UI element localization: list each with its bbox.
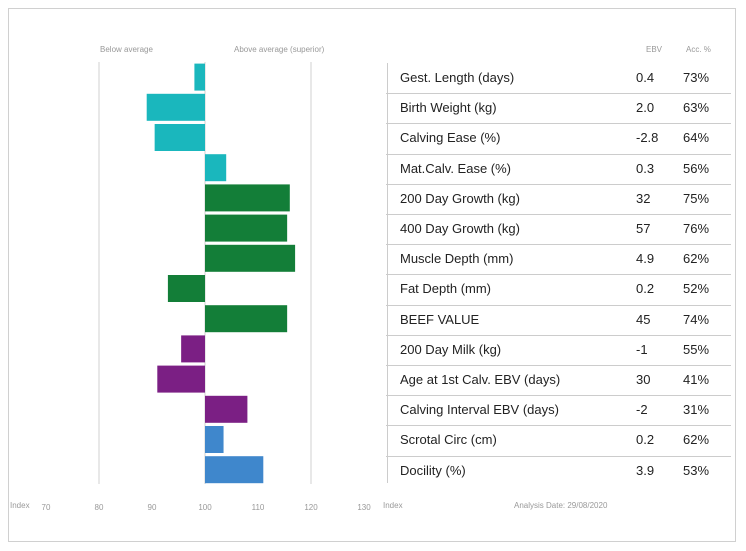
tick-label-100: 100	[198, 503, 212, 512]
tick-labels: 70 80 90 100 110 120 130	[42, 503, 372, 512]
trait-ebv: 0.4	[636, 70, 655, 85]
trait-ebv: -2	[636, 402, 648, 418]
row-separator	[386, 334, 731, 336]
trait-label: 200 Day Milk (kg)	[400, 341, 502, 357]
row-separator	[386, 274, 731, 276]
bar-10	[157, 365, 205, 393]
row-separator	[386, 304, 731, 306]
trait-accuracy: 63%	[683, 100, 710, 116]
row-separator	[386, 244, 731, 246]
bar-0	[194, 63, 205, 91]
chart-frame	[8, 8, 736, 542]
trait-ebv: 4.9	[636, 251, 655, 267]
trait-accuracy: 73%	[683, 70, 710, 85]
trait-accuracy: 56%	[683, 160, 710, 176]
row-separator	[386, 153, 731, 155]
row-separator	[386, 93, 731, 95]
header-ebv: EBV	[646, 45, 663, 54]
trait-label: Scrotal Circ (cm)	[400, 432, 497, 448]
bar-6	[205, 244, 296, 272]
trait-label: Gest. Length (days)	[400, 70, 515, 85]
trait-label: BEEF VALUE	[400, 311, 480, 327]
trait-accuracy: 52%	[683, 281, 710, 297]
axis-label-left: Index	[10, 501, 30, 510]
tick-label-130: 130	[357, 503, 371, 512]
bar-5	[205, 214, 288, 242]
trait-ebv: 32	[636, 190, 651, 206]
trait-accuracy: 75%	[683, 190, 710, 206]
trait-ebv: 0.2	[636, 281, 655, 297]
bar-1	[146, 93, 205, 121]
trait-accuracy: 31%	[683, 402, 710, 418]
bar-2	[154, 124, 205, 151]
trait-accuracy: 76%	[683, 221, 710, 236]
trait-label: Calving Ease (%)	[400, 130, 501, 146]
row-separator	[386, 455, 731, 457]
row-separator	[386, 425, 731, 427]
bar-4	[205, 184, 290, 212]
trait-accuracy: 62%	[683, 432, 710, 448]
row-separator	[386, 183, 731, 185]
trait-label: 200 Day Growth (kg)	[400, 190, 520, 206]
bar-13	[205, 456, 264, 484]
bar-12	[205, 426, 224, 453]
trait-ebv: 45	[636, 311, 651, 327]
trait-ebv: 57	[636, 221, 651, 236]
trait-accuracy: 53%	[683, 462, 710, 478]
trait-ebv: 30	[636, 372, 651, 387]
trait-label: Docility (%)	[400, 462, 466, 478]
bar-8	[205, 305, 288, 333]
trait-accuracy: 55%	[683, 341, 710, 357]
tick-label-90: 90	[148, 503, 157, 512]
trait-ebv: 0.2	[636, 432, 655, 448]
header-acc: Acc. %	[686, 45, 711, 54]
analysis-date: Analysis Date: 29/08/2020	[514, 501, 608, 510]
row-separator	[386, 365, 731, 366]
trait-accuracy: 41%	[683, 372, 710, 387]
trait-label: Mat.Calv. Ease (%)	[400, 160, 512, 176]
bar-7	[167, 275, 205, 302]
trait-label: Calving Interval EBV (days)	[400, 402, 559, 418]
header-above-average: Above average (superior)	[234, 45, 325, 54]
trait-accuracy: 64%	[683, 130, 710, 146]
trait-ebv: 0.3	[636, 160, 655, 176]
bars	[146, 63, 296, 484]
trait-accuracy: 62%	[683, 251, 710, 267]
trait-label: Fat Depth (mm)	[400, 281, 492, 297]
trait-label: Age at 1st Calv. EBV (days)	[400, 372, 561, 387]
trait-label: 400 Day Growth (kg)	[400, 221, 520, 236]
row-separator	[386, 123, 731, 125]
bar-3	[205, 154, 227, 182]
trait-ebv: 3.9	[636, 462, 655, 478]
tick-label-80: 80	[95, 503, 104, 512]
trait-ebv: 2.0	[636, 100, 655, 116]
trait-label: Muscle Depth (mm)	[400, 251, 514, 267]
trait-ebv: -2.8	[636, 130, 659, 146]
tick-label-110: 110	[252, 503, 265, 512]
table-divider	[387, 63, 388, 483]
header-below-average: Below average	[100, 45, 153, 54]
bar-11	[205, 395, 248, 423]
tick-label-120: 120	[304, 503, 318, 512]
bar-9	[181, 335, 205, 363]
trait-accuracy: 74%	[683, 311, 710, 327]
trait-ebv: -1	[636, 341, 648, 357]
trait-label: Birth Weight (kg)	[400, 100, 497, 116]
axis-label-right: Index	[383, 501, 403, 510]
tick-label-70: 70	[42, 503, 51, 512]
row-separator	[386, 214, 731, 215]
row-separator	[386, 395, 731, 397]
